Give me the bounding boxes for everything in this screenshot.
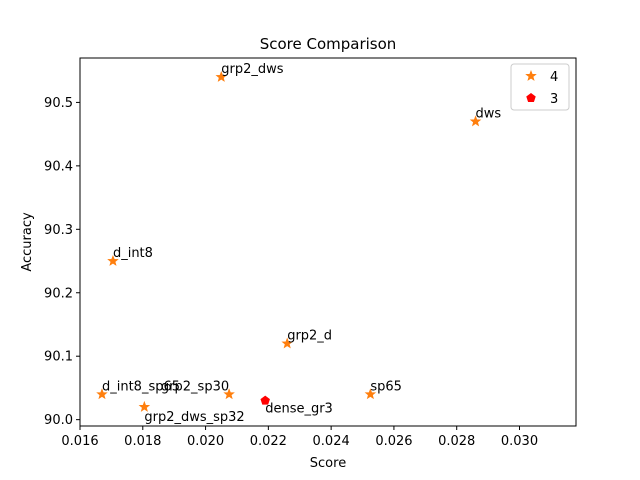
data-point — [260, 395, 270, 405]
y-tick-label: 90.2 — [44, 286, 73, 301]
y-axis: 90.0 90.1 90.2 90.3 90.4 90.5 — [44, 96, 80, 428]
point-label: grp2_d — [287, 329, 332, 344]
data-point — [281, 337, 293, 349]
point-label: d_int8 — [113, 246, 153, 261]
x-tick-label: 0.028 — [438, 434, 475, 449]
legend-marker — [526, 93, 536, 103]
x-tick-label: 0.016 — [61, 434, 98, 449]
legend-box — [510, 63, 570, 111]
chart-title: Score Comparison — [260, 35, 397, 53]
point-label: grp2_sp30 — [161, 379, 229, 394]
y-axis-title: Accuracy — [20, 212, 35, 272]
point-label: dense_gr3 — [265, 402, 333, 417]
point-label: dws — [476, 106, 502, 121]
legend: 43 — [510, 63, 570, 111]
y-tick-label: 90.1 — [44, 350, 73, 365]
data-point — [215, 70, 228, 82]
data-point — [469, 115, 482, 127]
y-tick-label: 90.5 — [44, 96, 73, 111]
y-tick-label: 90.4 — [44, 159, 73, 174]
point-label: grp2_dws_sp32 — [144, 410, 244, 425]
data-point — [138, 400, 151, 412]
data-point — [96, 388, 108, 400]
x-axis: 0.016 0.018 0.020 0.022 0.024 0.026 0.028 0.030 — [61, 426, 538, 449]
data-point — [223, 388, 235, 400]
legend-marker — [525, 69, 537, 81]
x-axis-title: Score — [310, 456, 346, 471]
point-label: grp2_dws — [221, 62, 284, 77]
x-tick-label: 0.024 — [313, 434, 350, 449]
legend-label: 3 — [550, 92, 558, 107]
x-tick-label: 0.022 — [250, 434, 287, 449]
data-point — [107, 254, 119, 266]
y-tick-label: 90.0 — [44, 413, 73, 428]
legend-label: 4 — [550, 70, 558, 85]
y-tick-label: 90.3 — [44, 223, 73, 238]
axes-frame — [79, 57, 577, 427]
point-label: sp65 — [370, 379, 402, 394]
data-point — [364, 388, 377, 400]
x-tick-label: 0.026 — [375, 434, 412, 449]
x-tick-label: 0.018 — [124, 434, 161, 449]
point-label: d_int8_sp65 — [102, 379, 180, 394]
x-tick-label: 0.030 — [501, 434, 538, 449]
x-tick-label: 0.020 — [187, 434, 224, 449]
